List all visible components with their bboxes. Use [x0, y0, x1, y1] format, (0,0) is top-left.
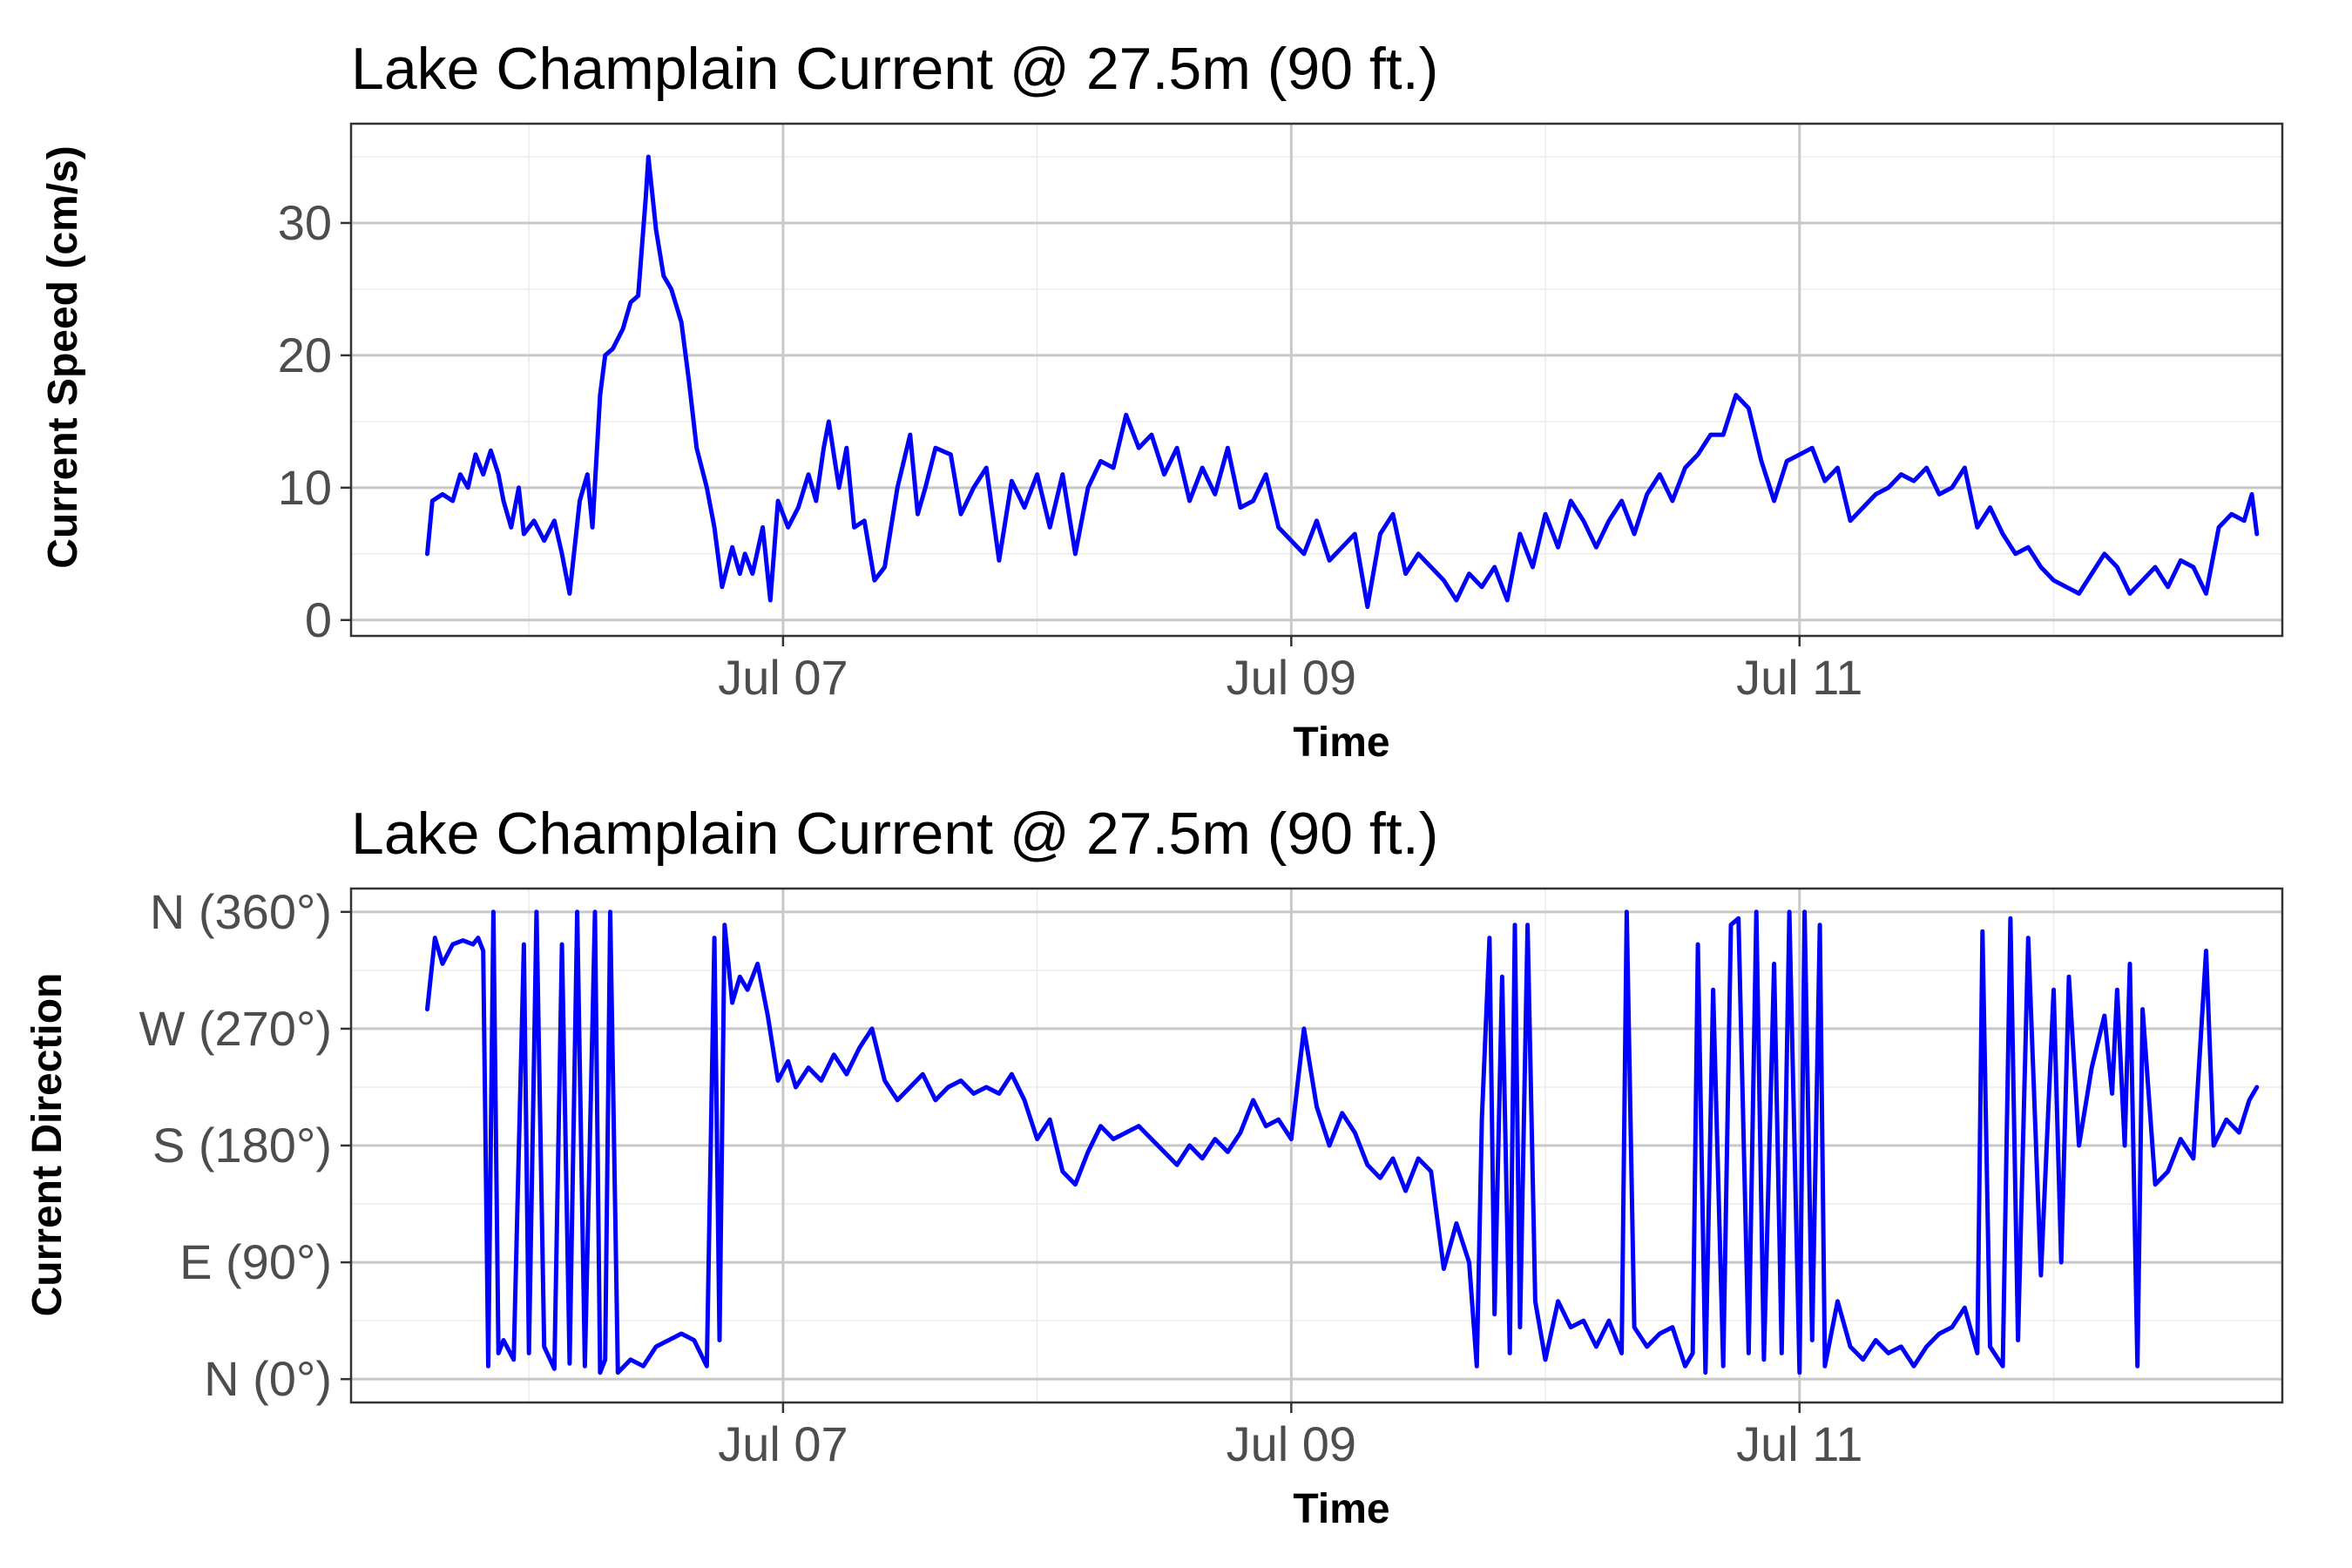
- x-tick-label: Jul 09: [1227, 1416, 1356, 1471]
- y-axis-title: Current Direction: [24, 973, 71, 1317]
- series-group: [425, 154, 2260, 610]
- x-tick-label: Jul 11: [1736, 1416, 1862, 1471]
- y-axis-label: Current Speed (cm/s): [40, 145, 86, 568]
- y-ticks: 0 10 20 30: [278, 195, 351, 647]
- y-tick-label: N (0°): [204, 1351, 332, 1406]
- y-tick-label: W (270°): [139, 1001, 332, 1056]
- major-gridlines: [351, 124, 2282, 636]
- series-group: [425, 909, 2260, 1375]
- panel-border: [349, 122, 2284, 638]
- series-line: [425, 154, 2260, 610]
- x-tick-label: Jul 09: [1227, 650, 1356, 705]
- y-ticks: N (0°) E (90°) S (180°) W (270°) N (360°): [139, 884, 351, 1406]
- x-tick-label: Jul 07: [718, 1416, 848, 1471]
- chart-title: Lake Champlain Current @ 27.5m (90 ft.): [351, 36, 1438, 102]
- major-gridlines: [351, 889, 2282, 1402]
- x-axis-label: Time: [1293, 720, 1389, 766]
- chart-direction: Lake Champlain Current @ 27.5m (90 ft.) …: [24, 801, 2284, 1532]
- y-tick-label: 20: [278, 328, 332, 382]
- chart-speed: Lake Champlain Current @ 27.5m (90 ft.) …: [40, 36, 2284, 766]
- chart-title: Lake Champlain Current @ 27.5m (90 ft.): [351, 801, 1438, 867]
- x-tick-label: Jul 07: [718, 650, 848, 705]
- y-axis-label: Current Direction: [24, 973, 71, 1317]
- y-tick-label: N (360°): [150, 884, 332, 939]
- plot-panel: [351, 124, 2282, 636]
- y-tick-label: 10: [278, 460, 332, 515]
- y-tick-label: 0: [305, 592, 332, 647]
- minor-gridlines: [351, 124, 2282, 636]
- y-tick-label: 30: [278, 195, 332, 250]
- y-tick-label: S (180°): [152, 1118, 332, 1173]
- x-ticks: Jul 07 Jul 09 Jul 11: [718, 636, 1862, 705]
- y-axis-title: Current Speed (cm/s): [40, 145, 86, 568]
- x-tick-label: Jul 11: [1736, 650, 1862, 705]
- plot-panel: [351, 889, 2282, 1402]
- x-axis-label: Time: [1293, 1486, 1389, 1532]
- series-line: [425, 909, 2260, 1375]
- y-tick-label: E (90°): [179, 1234, 332, 1289]
- x-ticks: Jul 07 Jul 09 Jul 11: [718, 1402, 1862, 1471]
